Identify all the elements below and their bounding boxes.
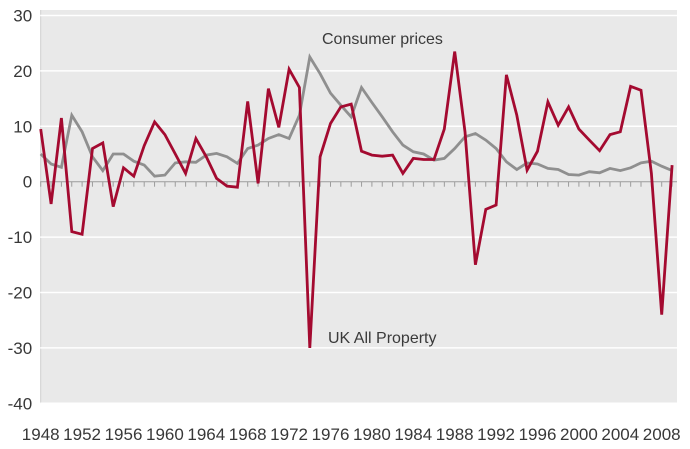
- x-axis-label-1992: 1992: [477, 425, 515, 444]
- x-axis-label-1964: 1964: [187, 425, 225, 444]
- x-axis-label-1976: 1976: [312, 425, 350, 444]
- y-axis-label-30: 30: [13, 7, 32, 26]
- x-axis-label-2008: 2008: [643, 425, 681, 444]
- y-axis-label--40: -40: [8, 394, 33, 413]
- x-axis-label-1980: 1980: [353, 425, 391, 444]
- series-label-consumer-prices: Consumer prices: [322, 31, 443, 48]
- x-axis-label-1996: 1996: [519, 425, 557, 444]
- x-axis-label-2004: 2004: [601, 425, 639, 444]
- x-axis-label-2000: 2000: [560, 425, 598, 444]
- y-axis-label--30: -30: [8, 339, 33, 358]
- series-label-uk-all-property: UK All Property: [328, 330, 436, 347]
- x-axis-label-1952: 1952: [63, 425, 101, 444]
- y-axis-label--10: -10: [8, 228, 33, 247]
- x-axis-label-1968: 1968: [229, 425, 267, 444]
- x-axis-label-1988: 1988: [436, 425, 474, 444]
- x-axis-label-1948: 1948: [22, 425, 60, 444]
- series-line-consumer-prices: [39, 53, 673, 178]
- x-axis-label-1984: 1984: [394, 425, 432, 444]
- plot-panel: [40, 10, 677, 404]
- y-axis-label-0: 0: [23, 173, 32, 192]
- x-axis-label-1972: 1972: [270, 425, 308, 444]
- x-axis-label-1956: 1956: [105, 425, 143, 444]
- y-axis-label-10: 10: [13, 117, 32, 136]
- y-axis-label-20: 20: [13, 62, 32, 81]
- x-axis-label-1960: 1960: [146, 425, 184, 444]
- series-line-uk-all-property: [39, 51, 674, 348]
- y-axis-label--20: -20: [8, 284, 33, 303]
